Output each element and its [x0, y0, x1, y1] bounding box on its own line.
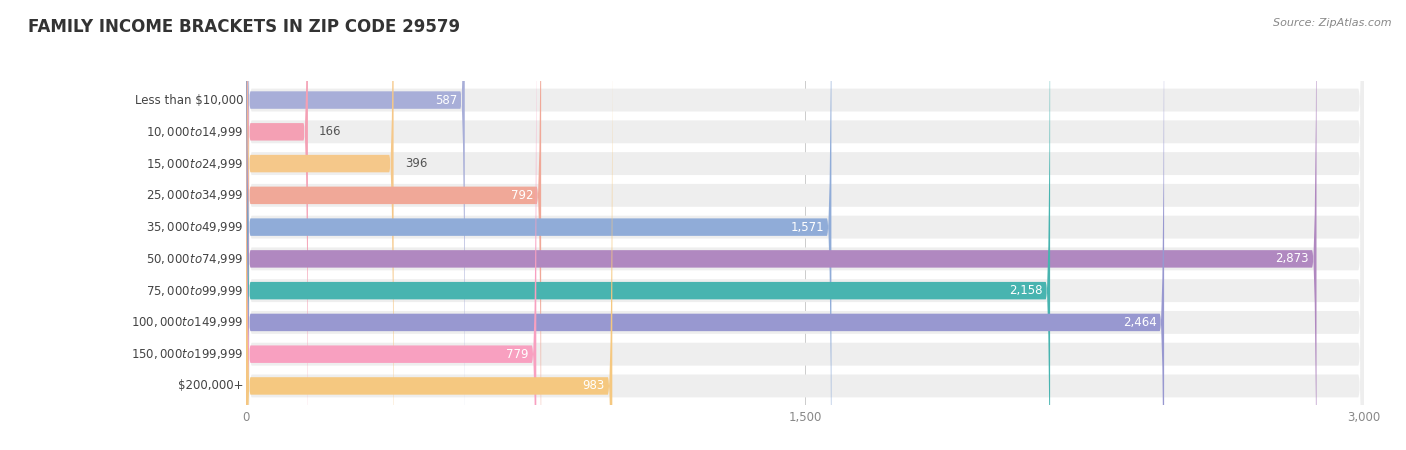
FancyBboxPatch shape	[246, 0, 1364, 450]
FancyBboxPatch shape	[246, 0, 1364, 450]
Text: Source: ZipAtlas.com: Source: ZipAtlas.com	[1274, 18, 1392, 28]
Text: 166: 166	[319, 125, 342, 138]
FancyBboxPatch shape	[246, 0, 1364, 450]
FancyBboxPatch shape	[246, 14, 612, 450]
FancyBboxPatch shape	[246, 0, 465, 450]
Text: 1,571: 1,571	[790, 220, 824, 234]
Text: $25,000 to $34,999: $25,000 to $34,999	[146, 189, 243, 202]
Text: 2,464: 2,464	[1123, 316, 1157, 329]
FancyBboxPatch shape	[246, 0, 1316, 450]
Text: 983: 983	[582, 379, 605, 392]
Text: $150,000 to $199,999: $150,000 to $199,999	[131, 347, 243, 361]
Text: 2,158: 2,158	[1010, 284, 1043, 297]
FancyBboxPatch shape	[246, 0, 1164, 450]
Text: 779: 779	[506, 348, 529, 361]
FancyBboxPatch shape	[246, 0, 1364, 450]
FancyBboxPatch shape	[246, 0, 1364, 450]
Text: 396: 396	[405, 157, 427, 170]
FancyBboxPatch shape	[246, 0, 1364, 450]
FancyBboxPatch shape	[246, 0, 394, 450]
FancyBboxPatch shape	[246, 0, 1364, 450]
FancyBboxPatch shape	[246, 0, 1364, 450]
FancyBboxPatch shape	[246, 0, 1364, 450]
FancyBboxPatch shape	[246, 0, 536, 450]
Text: $50,000 to $74,999: $50,000 to $74,999	[146, 252, 243, 266]
Text: $200,000+: $200,000+	[177, 379, 243, 392]
Text: $10,000 to $14,999: $10,000 to $14,999	[146, 125, 243, 139]
FancyBboxPatch shape	[246, 0, 1050, 450]
Text: FAMILY INCOME BRACKETS IN ZIP CODE 29579: FAMILY INCOME BRACKETS IN ZIP CODE 29579	[28, 18, 460, 36]
Text: $35,000 to $49,999: $35,000 to $49,999	[146, 220, 243, 234]
FancyBboxPatch shape	[246, 0, 541, 450]
Text: Less than $10,000: Less than $10,000	[135, 94, 243, 107]
FancyBboxPatch shape	[246, 0, 831, 450]
Text: 792: 792	[512, 189, 534, 202]
FancyBboxPatch shape	[246, 0, 308, 450]
Text: 587: 587	[434, 94, 457, 107]
FancyBboxPatch shape	[246, 0, 1364, 450]
Text: 2,873: 2,873	[1275, 252, 1309, 266]
Text: $15,000 to $24,999: $15,000 to $24,999	[146, 157, 243, 171]
Text: $100,000 to $149,999: $100,000 to $149,999	[131, 315, 243, 329]
Text: $75,000 to $99,999: $75,000 to $99,999	[146, 284, 243, 297]
